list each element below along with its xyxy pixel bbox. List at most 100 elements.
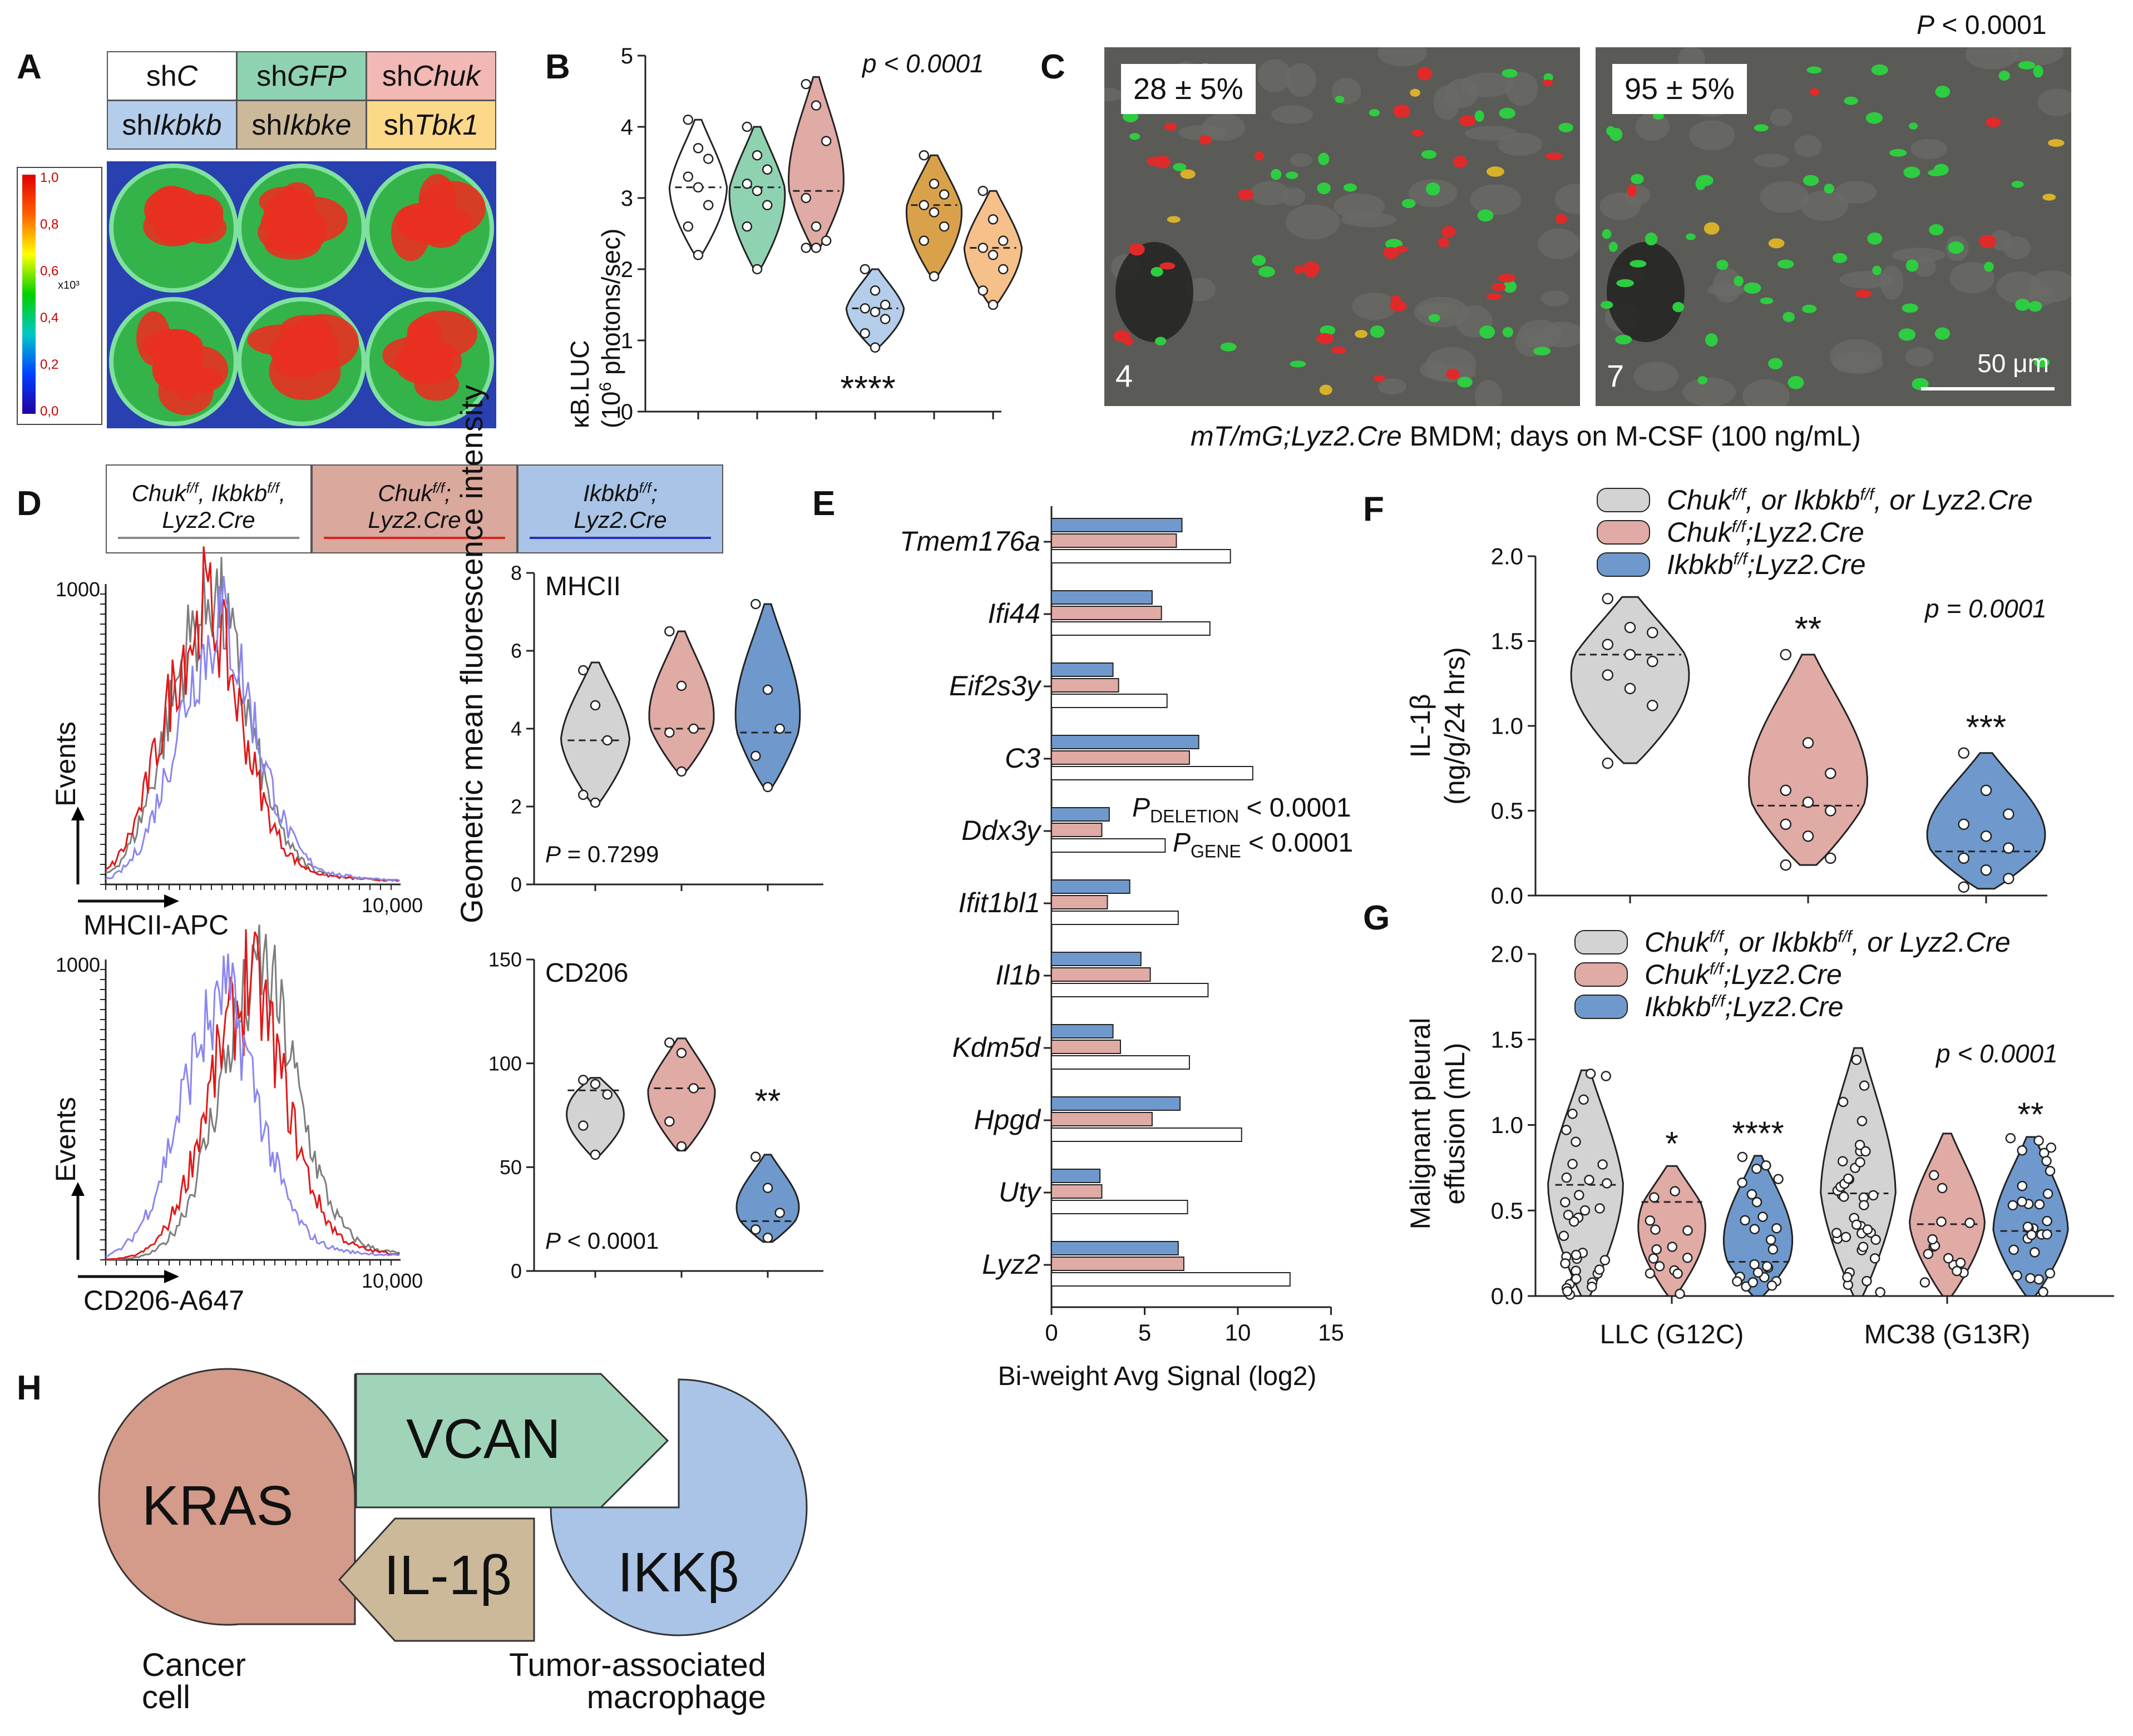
y-tick-label: 6 xyxy=(511,640,522,662)
bg-texture xyxy=(1949,262,1995,294)
cell xyxy=(1631,174,1644,185)
violin-body xyxy=(735,1154,800,1243)
cell xyxy=(1609,127,1623,141)
data-point xyxy=(929,179,940,189)
bg-texture xyxy=(1285,204,1340,240)
cell xyxy=(1446,368,1460,380)
genotype-underline xyxy=(324,536,505,539)
data-point xyxy=(1937,1183,1948,1194)
data-point xyxy=(1862,1224,1873,1235)
data-point xyxy=(1587,1282,1597,1292)
cell xyxy=(1903,166,1920,179)
cell xyxy=(1630,260,1647,268)
x-tick-label: 0 xyxy=(1045,1319,1058,1346)
signal-blob xyxy=(155,365,224,392)
data-point xyxy=(1958,818,1969,830)
histogram-trace xyxy=(105,546,400,882)
cell xyxy=(1486,166,1504,177)
data-point xyxy=(1562,1286,1573,1297)
cell xyxy=(1410,88,1420,97)
violin-body xyxy=(648,630,715,773)
data-point xyxy=(1749,1224,1760,1234)
data-point xyxy=(2012,1270,2022,1281)
hist-ylabel: Events xyxy=(50,1097,81,1182)
cell xyxy=(1810,88,1819,96)
cell xyxy=(1425,182,1440,196)
data-point xyxy=(590,797,601,808)
cell xyxy=(1319,384,1332,395)
cell xyxy=(1672,301,1685,313)
data-point xyxy=(703,200,714,211)
y-tick-label: 100 xyxy=(488,1052,522,1075)
data-point xyxy=(1851,1055,1862,1065)
panel-label-a: A xyxy=(17,48,42,86)
cell xyxy=(1167,216,1181,223)
data-point xyxy=(2042,1188,2053,1199)
ikkb-shape xyxy=(550,1378,808,1636)
legend-swatch xyxy=(1574,930,1628,954)
violin-body xyxy=(1909,1132,1986,1297)
data-point xyxy=(977,243,989,253)
bg-texture xyxy=(1633,362,1679,392)
cell xyxy=(1601,301,1613,309)
gene-label: Tmem176a xyxy=(900,526,1040,557)
colorbar-tick: 0,2 xyxy=(40,357,59,372)
data-point xyxy=(811,100,822,111)
cell xyxy=(1416,67,1433,81)
g-ylabel: Malignant pleural effusion (mL) xyxy=(1405,1018,1470,1230)
bg-texture xyxy=(1417,303,1460,319)
data-point xyxy=(1601,1071,1611,1081)
cell xyxy=(1542,79,1553,87)
y-tick-label: 2 xyxy=(511,795,522,818)
data-point xyxy=(1802,737,1814,749)
data-point xyxy=(1751,1164,1762,1174)
legend-item: Ikbkbf/f;Lyz2.Cre xyxy=(1597,548,1866,581)
data-point xyxy=(1561,1125,1572,1135)
legend-item: Chukf/f;Lyz2.Cre xyxy=(1597,516,1864,548)
bar-control xyxy=(1051,1200,1188,1214)
bg-texture xyxy=(1271,105,1314,124)
data-point xyxy=(1919,1277,1930,1288)
data-point xyxy=(1558,1230,1569,1242)
cell xyxy=(1180,169,1196,179)
gene-label: Hpgd xyxy=(974,1104,1041,1135)
data-point xyxy=(688,723,699,734)
data-point xyxy=(1868,1190,1879,1201)
data-point xyxy=(774,723,785,734)
microscopy-day4: 28 ± 5% 4 xyxy=(1104,47,1580,406)
cell xyxy=(1948,241,1964,254)
bar-chuk xyxy=(1051,967,1151,982)
bg-texture xyxy=(1250,181,1290,206)
data-point xyxy=(1624,682,1636,695)
cell xyxy=(1453,156,1468,168)
bg-texture xyxy=(1554,184,1580,215)
cell xyxy=(1902,303,1918,313)
genotype-legend: Chukf/f, Ikbkbf/f, Lyz2.Cre Chukf/f; Lyz2.C… xyxy=(106,464,723,553)
violin-p-value: P < 0.0001 xyxy=(545,1228,659,1254)
data-point xyxy=(1747,1277,1759,1288)
dark-spot xyxy=(1115,242,1193,342)
y-tick-label: 0.5 xyxy=(1491,1198,1523,1224)
violin-body xyxy=(788,76,845,249)
x-tick-label: 15 xyxy=(1318,1319,1344,1346)
gene-label: Ifi44 xyxy=(988,598,1040,629)
gene-label: Ddx3y xyxy=(961,815,1042,846)
chart-d-mhcii: 0 2 4 6 8 MHCII P = 0.7299 xyxy=(511,562,823,896)
cell xyxy=(2028,300,2042,312)
bg-texture xyxy=(1910,139,1948,160)
data-point xyxy=(1958,852,1969,864)
b-p-value: p < 0.0001 xyxy=(861,49,984,78)
data-point xyxy=(2022,1221,2033,1232)
data-point xyxy=(1773,1174,1784,1184)
data-point xyxy=(1746,1189,1757,1200)
data-point xyxy=(811,243,822,253)
histogram-trace xyxy=(105,576,400,882)
violin-body xyxy=(1926,752,2046,890)
data-point xyxy=(602,735,613,746)
sh-box-gfp: sh GFP xyxy=(236,51,367,101)
g-significance: ** xyxy=(2018,1096,2044,1133)
cell xyxy=(1159,262,1176,270)
data-point xyxy=(750,1224,761,1235)
y-tick-label: 1 xyxy=(621,329,633,353)
